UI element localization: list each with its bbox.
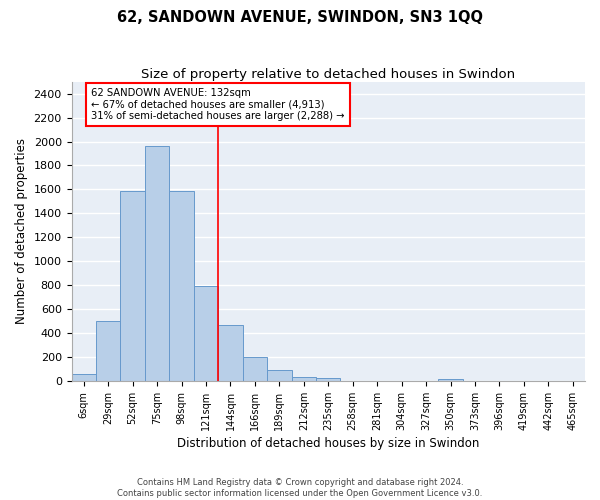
X-axis label: Distribution of detached houses by size in Swindon: Distribution of detached houses by size … [177, 437, 479, 450]
Bar [121, 190, 145, 381]
Title: Size of property relative to detached houses in Swindon: Size of property relative to detached ho… [141, 68, 515, 80]
Bar [194, 286, 218, 381]
Bar [292, 377, 316, 381]
Bar [438, 378, 463, 381]
Y-axis label: Number of detached properties: Number of detached properties [15, 138, 28, 324]
Text: 62 SANDOWN AVENUE: 132sqm
← 67% of detached houses are smaller (4,913)
31% of se: 62 SANDOWN AVENUE: 132sqm ← 67% of detac… [91, 88, 344, 121]
Bar [242, 357, 267, 381]
Text: Contains HM Land Registry data © Crown copyright and database right 2024.
Contai: Contains HM Land Registry data © Crown c… [118, 478, 482, 498]
Bar [316, 378, 340, 381]
Bar [71, 374, 96, 381]
Bar [267, 370, 292, 381]
Text: 62, SANDOWN AVENUE, SWINDON, SN3 1QQ: 62, SANDOWN AVENUE, SWINDON, SN3 1QQ [117, 10, 483, 25]
Bar [96, 321, 121, 381]
Bar [169, 190, 194, 381]
Bar [218, 324, 242, 381]
Bar [145, 146, 169, 381]
